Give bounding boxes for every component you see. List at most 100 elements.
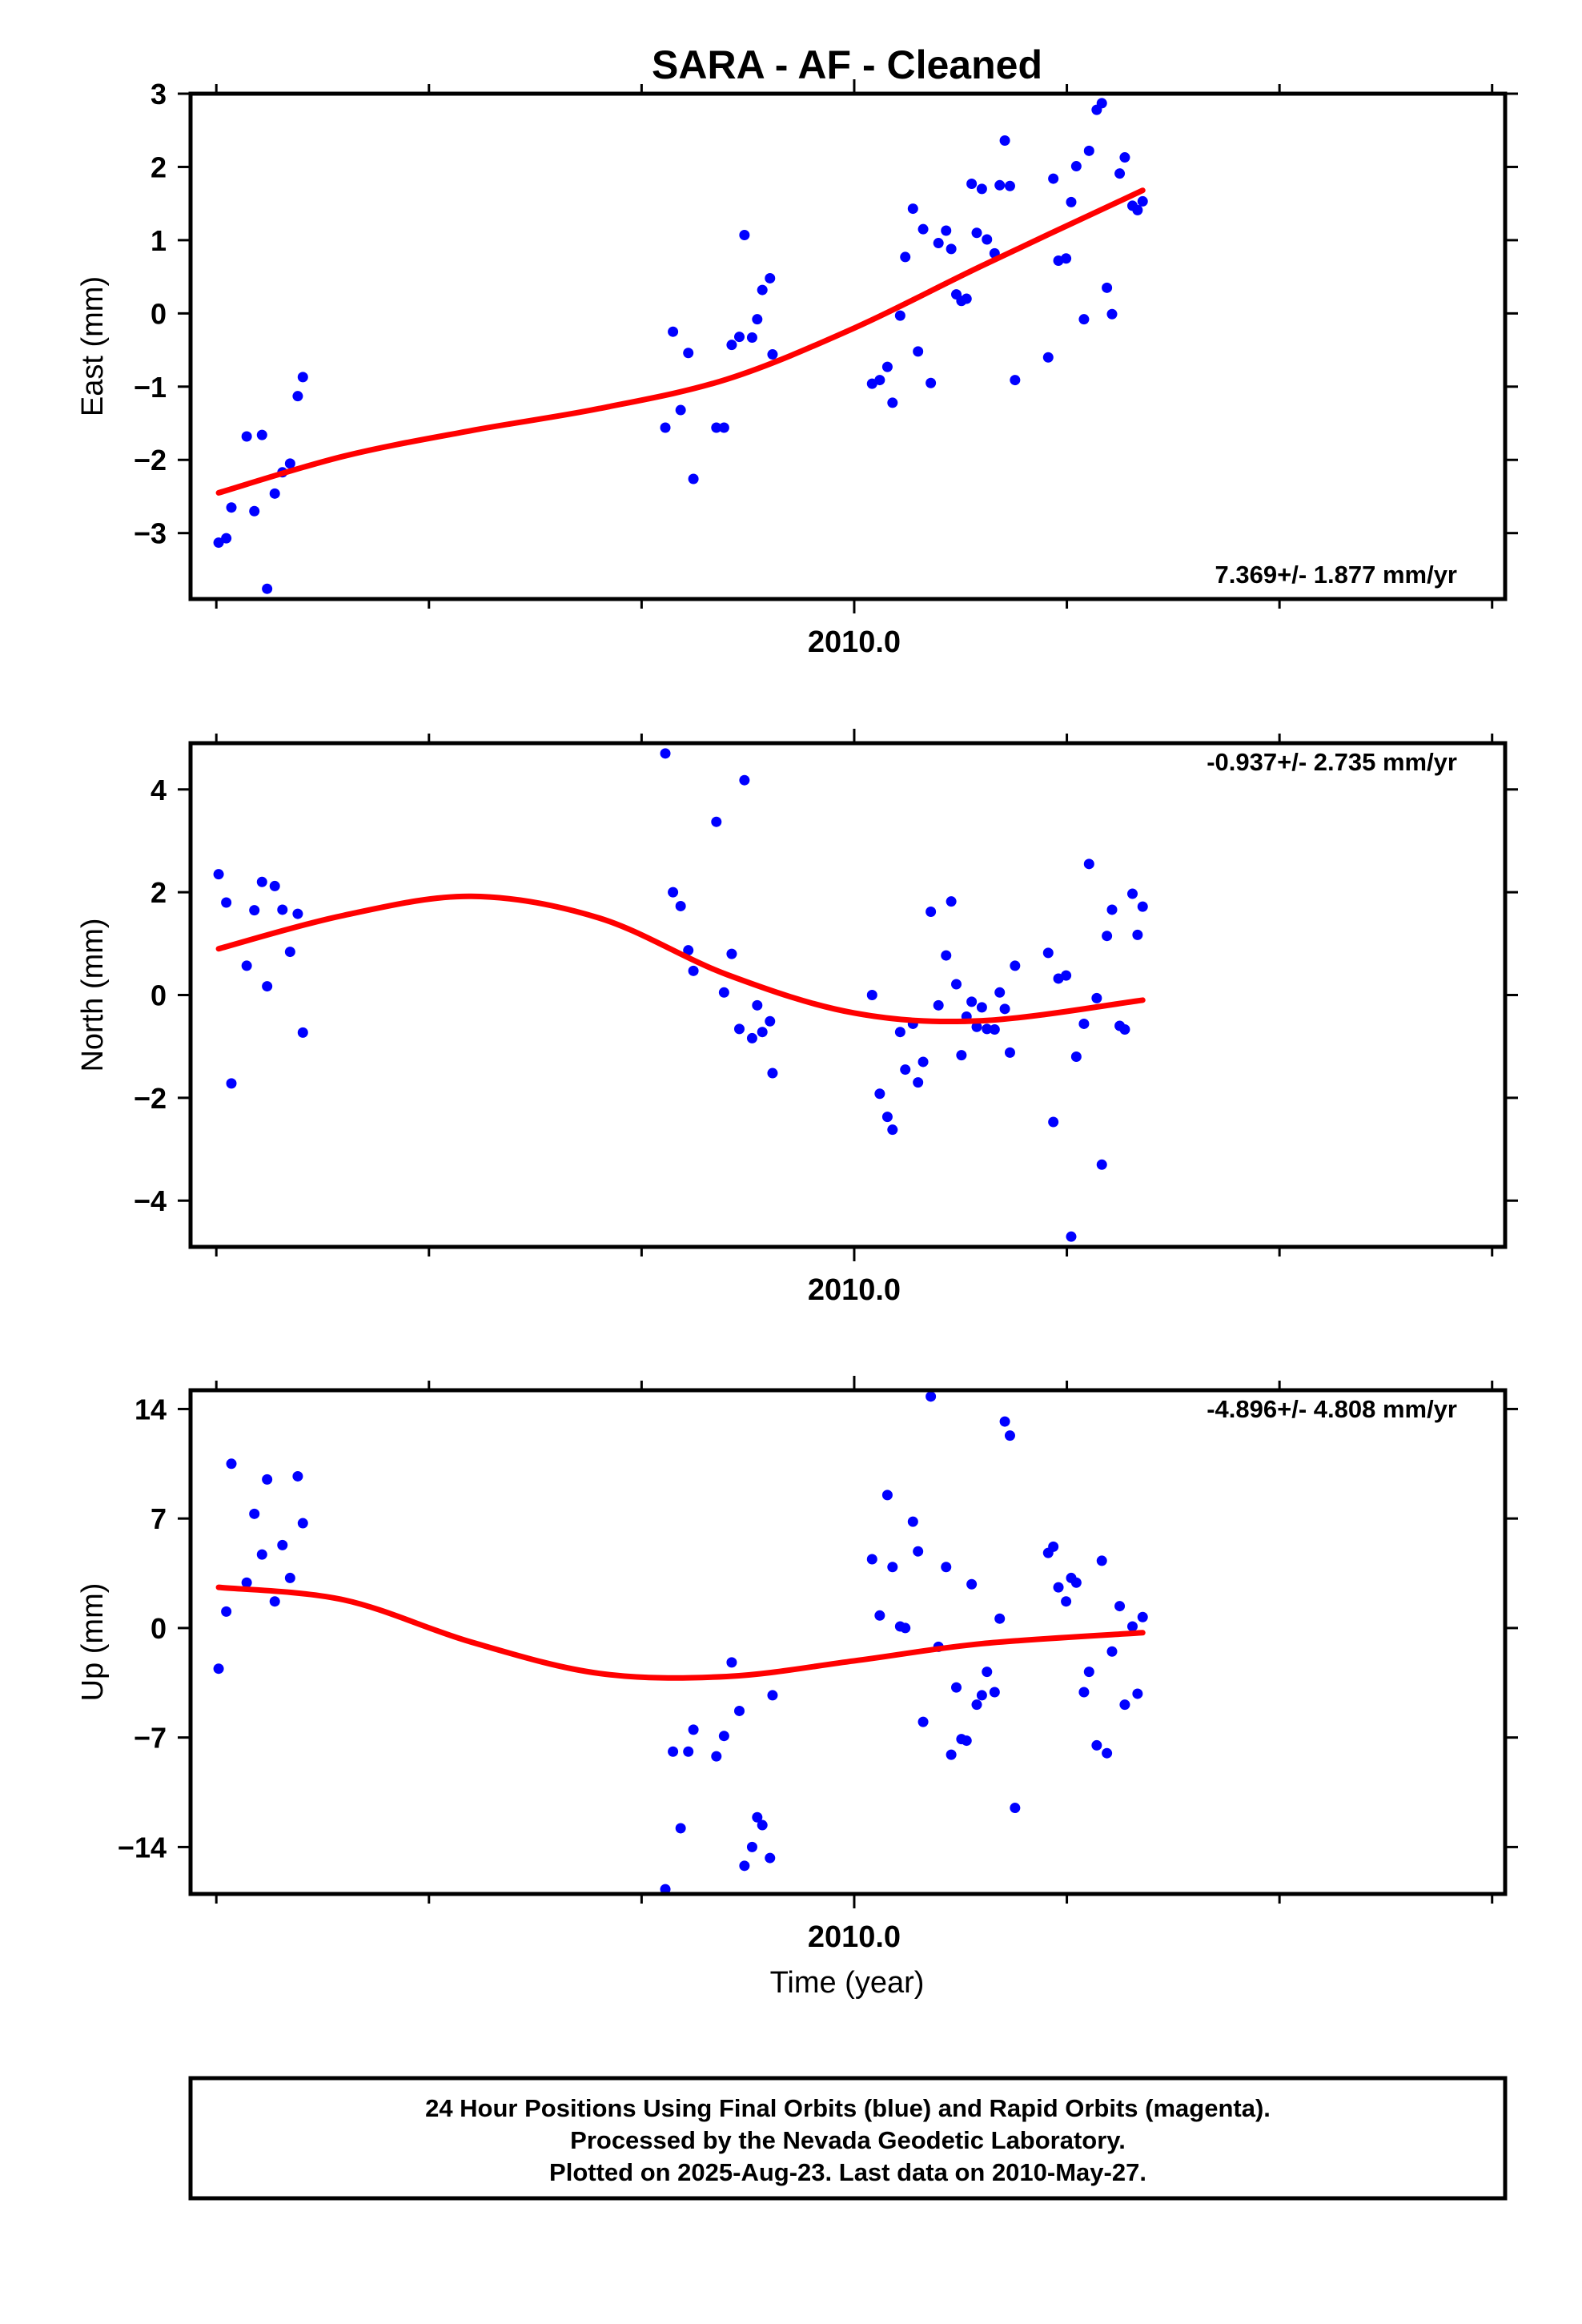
data-point bbox=[241, 960, 252, 971]
footer-line-3: Plotted on 2025-Aug-23. Last data on 201… bbox=[549, 2158, 1146, 2186]
data-point bbox=[1137, 901, 1148, 912]
data-point bbox=[249, 505, 260, 517]
data-point bbox=[1127, 888, 1138, 899]
data-point bbox=[297, 372, 308, 383]
data-point bbox=[249, 905, 260, 916]
data-point bbox=[1048, 1116, 1059, 1128]
data-point bbox=[757, 284, 768, 296]
data-point bbox=[881, 1490, 893, 1501]
data-point bbox=[213, 1663, 224, 1675]
data-point bbox=[999, 1003, 1010, 1015]
data-point bbox=[718, 1731, 729, 1742]
data-point bbox=[900, 251, 911, 263]
data-point bbox=[971, 1699, 982, 1711]
data-point bbox=[976, 183, 987, 195]
rate-label: -0.937+/- 2.735 mm/yr bbox=[1207, 748, 1457, 776]
data-point bbox=[277, 1539, 288, 1550]
data-point bbox=[241, 431, 252, 442]
data-point bbox=[226, 1458, 237, 1470]
data-point bbox=[241, 1577, 252, 1588]
data-point bbox=[917, 1056, 929, 1068]
data-point bbox=[746, 1032, 757, 1043]
data-point bbox=[1114, 168, 1126, 179]
data-point bbox=[213, 869, 224, 880]
data-point bbox=[971, 1021, 982, 1032]
data-point bbox=[900, 1064, 911, 1076]
rate-label: 7.369+/- 1.877 mm/yr bbox=[1215, 561, 1457, 589]
data-point bbox=[733, 332, 745, 343]
data-point bbox=[1004, 1047, 1015, 1058]
data-point bbox=[757, 1819, 768, 1831]
data-point bbox=[994, 987, 1006, 998]
data-point bbox=[1042, 352, 1054, 363]
data-point bbox=[733, 1023, 745, 1035]
data-point bbox=[966, 996, 978, 1007]
data-point bbox=[887, 397, 898, 408]
data-point bbox=[262, 583, 273, 594]
y-tick-label: 2 bbox=[151, 151, 167, 183]
x-tick-label: 2010.0 bbox=[808, 1273, 901, 1307]
data-point bbox=[1132, 204, 1143, 215]
data-point bbox=[1091, 1739, 1102, 1751]
data-point bbox=[1114, 1601, 1126, 1612]
data-point bbox=[668, 326, 679, 337]
data-point bbox=[887, 1124, 898, 1136]
data-point bbox=[1096, 1159, 1107, 1170]
data-point bbox=[917, 1716, 929, 1727]
data-point bbox=[1091, 992, 1102, 1003]
data-point bbox=[752, 999, 763, 1011]
data-point bbox=[946, 896, 957, 907]
data-point bbox=[982, 234, 993, 245]
data-point bbox=[941, 950, 952, 961]
data-point bbox=[739, 1860, 750, 1872]
data-point bbox=[966, 178, 978, 189]
data-point bbox=[926, 907, 937, 918]
data-point bbox=[733, 1705, 745, 1716]
data-point bbox=[917, 223, 929, 235]
data-point bbox=[951, 1682, 962, 1693]
data-point bbox=[1119, 152, 1130, 163]
data-point bbox=[284, 1572, 295, 1583]
data-point bbox=[874, 375, 885, 386]
y-axis-label: East (mm) bbox=[76, 276, 110, 416]
data-point bbox=[907, 203, 918, 215]
data-point bbox=[989, 1687, 1000, 1698]
data-point bbox=[961, 293, 972, 304]
data-point bbox=[956, 1050, 967, 1061]
data-point bbox=[994, 1613, 1006, 1624]
data-point bbox=[1010, 960, 1021, 971]
data-point bbox=[284, 947, 295, 958]
data-point bbox=[213, 537, 224, 549]
data-point bbox=[297, 1027, 308, 1038]
data-point bbox=[941, 1562, 952, 1573]
data-point bbox=[1066, 1231, 1077, 1242]
data-point bbox=[1119, 1699, 1130, 1711]
data-point bbox=[711, 816, 722, 827]
data-points bbox=[213, 98, 1148, 594]
data-point bbox=[1132, 929, 1143, 940]
data-point bbox=[675, 1823, 686, 1834]
data-point bbox=[1096, 1555, 1107, 1566]
data-point bbox=[297, 1518, 308, 1529]
data-point bbox=[1010, 375, 1021, 386]
data-point bbox=[1061, 970, 1072, 981]
up-panel: 2010.0 14 7 0 −7 −14 Up (mm) -4.896+/- 4.808 mm… bbox=[76, 1376, 1518, 1954]
data-point bbox=[994, 179, 1006, 191]
data-point bbox=[1132, 1688, 1143, 1699]
y-tick-label: 2 bbox=[151, 876, 167, 909]
y-tick-label: −2 bbox=[134, 444, 167, 476]
data-point bbox=[1070, 161, 1082, 172]
data-point bbox=[221, 533, 232, 544]
data-point bbox=[866, 1554, 877, 1565]
data-point bbox=[683, 945, 694, 956]
data-point bbox=[1127, 1621, 1138, 1632]
data-point bbox=[900, 1622, 911, 1634]
data-point bbox=[269, 1596, 280, 1607]
data-point bbox=[866, 990, 877, 1000]
data-point bbox=[1083, 145, 1094, 156]
data-point bbox=[262, 981, 273, 992]
data-point bbox=[765, 1015, 776, 1027]
data-point bbox=[881, 1112, 893, 1123]
data-point bbox=[971, 227, 982, 239]
y-tick-label: −14 bbox=[118, 1831, 167, 1864]
